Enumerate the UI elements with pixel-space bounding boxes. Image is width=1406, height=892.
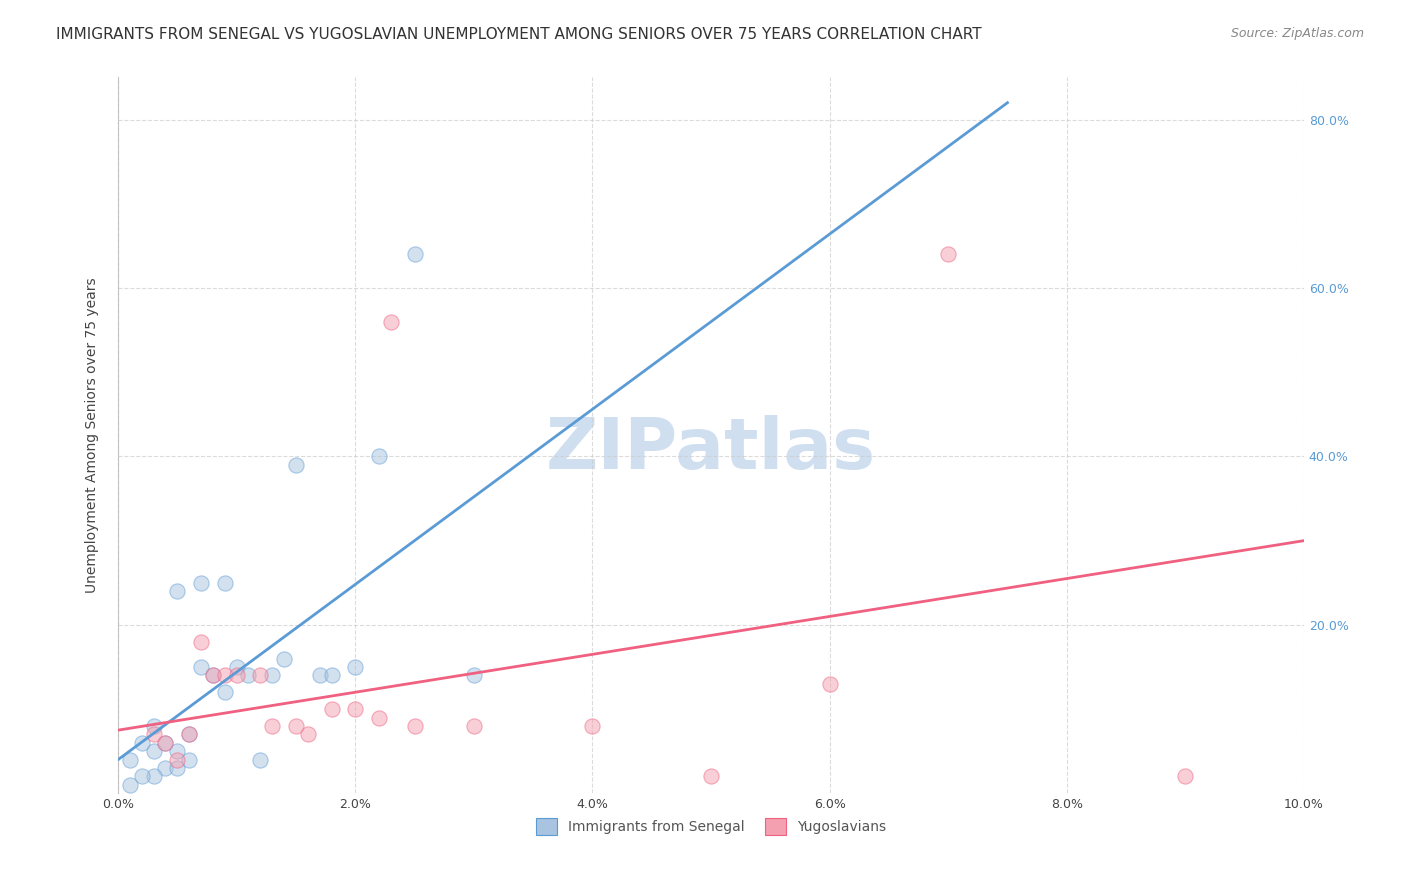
Point <box>179 727 201 741</box>
Y-axis label: Unemployment Among Seniors over 75 years: Unemployment Among Seniors over 75 years <box>86 277 100 593</box>
Point <box>190 575 212 590</box>
Point <box>155 761 177 775</box>
Point <box>463 719 485 733</box>
Point <box>225 668 247 682</box>
Point <box>368 710 391 724</box>
Point <box>131 736 153 750</box>
Point <box>936 247 959 261</box>
Point <box>166 744 188 758</box>
Point <box>190 634 212 648</box>
Point <box>142 744 165 758</box>
Point <box>166 761 188 775</box>
Point <box>179 727 201 741</box>
Point <box>1174 769 1197 783</box>
Point <box>118 778 141 792</box>
Point <box>262 668 284 682</box>
Point <box>262 719 284 733</box>
Point <box>308 668 330 682</box>
Point <box>238 668 260 682</box>
Point <box>818 677 841 691</box>
Point <box>142 769 165 783</box>
Text: ZIPatlas: ZIPatlas <box>546 415 876 484</box>
Point <box>463 668 485 682</box>
Point <box>321 668 343 682</box>
Point <box>344 702 367 716</box>
Point <box>166 753 188 767</box>
Text: IMMIGRANTS FROM SENEGAL VS YUGOSLAVIAN UNEMPLOYMENT AMONG SENIORS OVER 75 YEARS : IMMIGRANTS FROM SENEGAL VS YUGOSLAVIAN U… <box>56 27 981 42</box>
Point <box>404 719 426 733</box>
Point <box>284 458 307 472</box>
Point <box>273 651 295 665</box>
Point <box>380 315 402 329</box>
Point <box>179 753 201 767</box>
Point <box>201 668 224 682</box>
Point <box>155 736 177 750</box>
Point <box>297 727 319 741</box>
Point <box>142 719 165 733</box>
Point <box>190 660 212 674</box>
Point <box>344 660 367 674</box>
Point <box>581 719 603 733</box>
Legend: Immigrants from Senegal, Yugoslavians: Immigrants from Senegal, Yugoslavians <box>527 810 894 844</box>
Point <box>166 584 188 599</box>
Point <box>404 247 426 261</box>
Point <box>131 769 153 783</box>
Point <box>249 753 271 767</box>
Point <box>214 668 236 682</box>
Point <box>142 727 165 741</box>
Point <box>225 660 247 674</box>
Point <box>368 450 391 464</box>
Point <box>249 668 271 682</box>
Point <box>321 702 343 716</box>
Point <box>214 685 236 699</box>
Point <box>201 668 224 682</box>
Point <box>700 769 723 783</box>
Point <box>118 753 141 767</box>
Point <box>284 719 307 733</box>
Point <box>155 736 177 750</box>
Point <box>214 575 236 590</box>
Text: Source: ZipAtlas.com: Source: ZipAtlas.com <box>1230 27 1364 40</box>
